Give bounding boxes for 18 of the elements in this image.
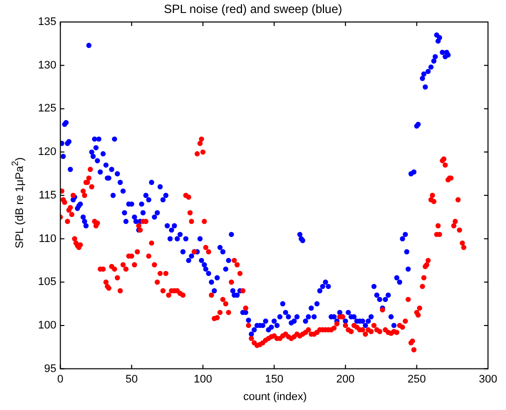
y-tick-label: 125 [38,102,56,115]
x-tick-label: 250 [408,373,426,386]
x-tick-label: 300 [478,373,498,386]
x-tick-label: 200 [336,373,355,386]
y-tick-label: 135 [38,16,56,28]
x-tick-label: 100 [194,373,212,386]
chart-title: SPL noise (red) and sweep (blue) [162,2,344,16]
y-tick-label: 95 [44,362,56,375]
x-tick-label: 0 [57,373,64,386]
y-tick-label: 130 [38,59,56,72]
y-tick-label: 120 [38,146,56,158]
y-tick-label: 110 [38,232,56,245]
x-tick-label: 150 [264,373,284,386]
y-tick-label: 115 [38,189,56,202]
x-tick-label: 50 [126,373,138,386]
y-tick-label: 100 [38,319,56,332]
y-tick-label: 105 [38,276,56,288]
x-axis-title: count (index) [242,391,308,403]
